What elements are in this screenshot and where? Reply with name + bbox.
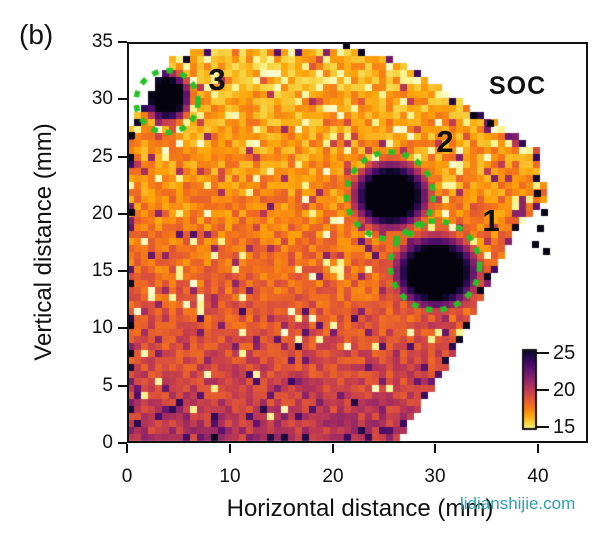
- x-tick-label: 0: [121, 466, 133, 487]
- defect-label-3: 3: [208, 62, 226, 97]
- y-axis-title: Vertical distance (mm): [30, 123, 57, 361]
- x-tick-mark: [229, 444, 231, 453]
- x-tick-label: 10: [219, 466, 241, 487]
- x-tick-mark: [332, 444, 334, 453]
- x-tick-mark: [537, 444, 539, 453]
- defect-label-2: 2: [436, 124, 454, 159]
- y-tick-mark: [118, 41, 127, 43]
- y-tick-mark: [118, 213, 127, 215]
- soc-corner-label: SOC: [489, 72, 547, 100]
- y-tick-mark: [118, 270, 127, 272]
- x-tick-mark: [434, 444, 436, 453]
- y-tick-label: 30: [91, 88, 113, 109]
- y-tick-label: 35: [91, 31, 113, 52]
- y-tick-mark: [118, 385, 127, 387]
- x-tick-mark: [126, 444, 128, 453]
- x-axis-title: Horizontal distance (mm): [226, 495, 494, 522]
- y-tick-label: 20: [91, 203, 113, 224]
- x-tick-label: 40: [527, 466, 549, 487]
- y-tick-label: 25: [91, 146, 113, 167]
- y-tick-label: 10: [91, 317, 113, 338]
- y-tick-mark: [118, 442, 127, 444]
- defect-label-1: 1: [482, 203, 500, 238]
- colorbar-tick-mark: [536, 352, 549, 354]
- colorbar-tick-label: 15: [553, 416, 576, 438]
- colorbar-tick-mark: [536, 389, 549, 391]
- x-tick-label: 30: [424, 466, 446, 487]
- y-tick-mark: [118, 156, 127, 158]
- panel-label: (b): [19, 19, 54, 50]
- watermark: lidianshijie.com: [460, 494, 576, 513]
- colorbar-tick-mark: [536, 426, 549, 428]
- x-tick-label: 20: [322, 466, 344, 487]
- y-tick-label: 0: [102, 432, 113, 453]
- colorbar-tick-label: 20: [553, 379, 576, 401]
- colorbar-tick-label: 25: [553, 342, 576, 364]
- y-tick-mark: [118, 98, 127, 100]
- y-tick-mark: [118, 327, 127, 329]
- y-tick-label: 5: [102, 375, 113, 396]
- soc-heatmap-canvas: [127, 42, 588, 443]
- y-tick-label: 15: [91, 260, 113, 281]
